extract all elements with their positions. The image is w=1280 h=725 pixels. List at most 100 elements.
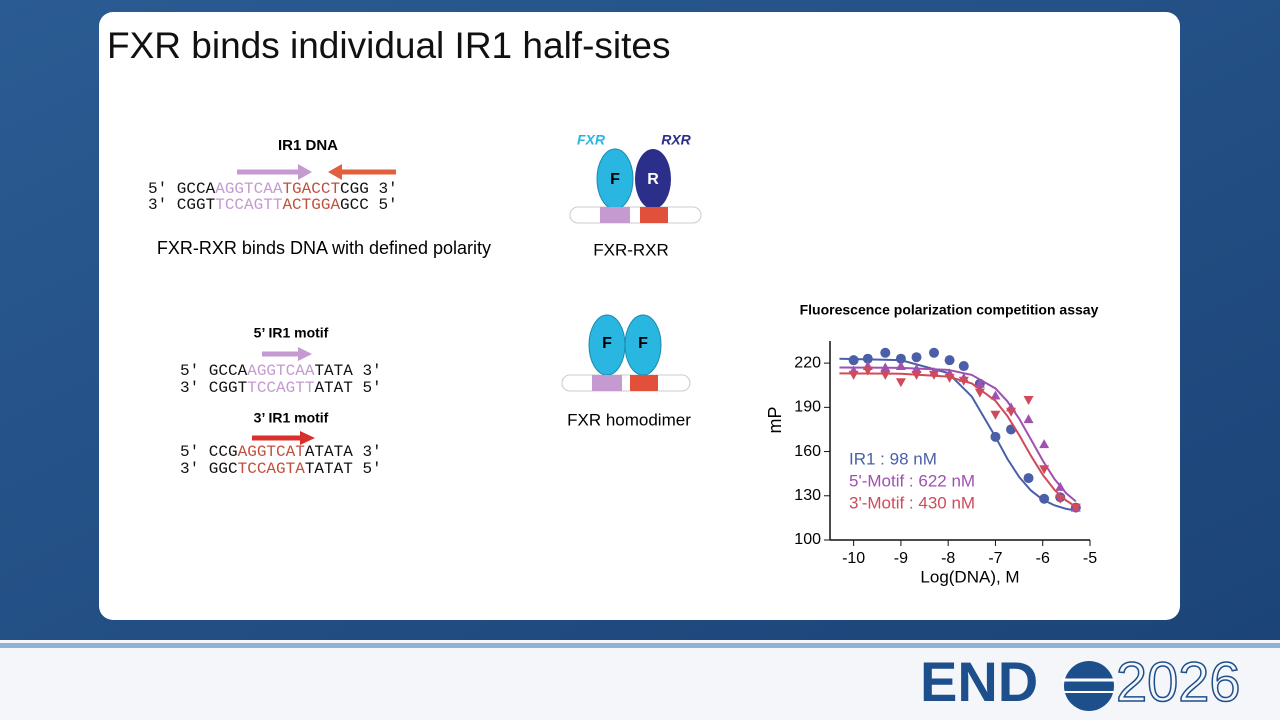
data-point (944, 373, 955, 383)
data-point (944, 355, 955, 366)
sequence-segment: 3′ CGGT (180, 379, 247, 397)
sequence: 5′ GCCAAGGTCAATGACCTCGG 3′ (148, 180, 398, 198)
sequence-segment: 5′ GCCA (180, 362, 248, 380)
data-point (1070, 503, 1081, 513)
data-point (895, 353, 906, 364)
y-axis-label: mP (765, 407, 785, 434)
sequence-segment: ATAT 5′ (314, 379, 381, 397)
logo-globe (1064, 661, 1114, 711)
data-point (848, 370, 859, 380)
ir1-label: IR1 DNA (278, 137, 338, 154)
data-point (895, 378, 906, 388)
arrow-head (328, 164, 342, 180)
data-point (862, 366, 873, 376)
data-point (862, 353, 873, 364)
sequence: 5′ GCCAAGGTCAATATA 3′ (180, 362, 382, 380)
logo-text: END (920, 650, 1038, 713)
legend-entry: 5'-Motif : 622 nM (849, 471, 975, 490)
x-tick-label: -5 (1083, 550, 1097, 567)
legend-entry: IR1 : 98 nM (849, 449, 937, 468)
sequence-segment: TCCAGTT (215, 196, 282, 214)
arrow-head (298, 164, 312, 180)
x-tick-label: -7 (988, 550, 1002, 567)
sequence: 3′ CGGTTCCAGTTACTGGAGCC 5′ (148, 196, 398, 214)
caption: FXR-RXR (593, 240, 669, 259)
sequence-segment: TGACCT (282, 180, 340, 198)
y-tick-label: 220 (794, 354, 821, 371)
x-tick-label: -8 (941, 550, 955, 567)
data-point (1039, 439, 1050, 449)
data-point (1055, 494, 1066, 504)
rxr-domain (635, 149, 671, 209)
sequence-segment: CGG 3′ (340, 180, 398, 198)
domain-letter: F (638, 335, 648, 352)
half-site (592, 375, 622, 391)
sequence-segment: TCCAGTA (238, 460, 306, 478)
half-site (640, 207, 668, 223)
sequence-segment: 5′ CCG (180, 443, 238, 461)
sequence-segment: ATATA 3′ (305, 443, 382, 461)
x-axis-label: Log(DNA), M (920, 567, 1019, 586)
data-point (880, 347, 891, 358)
x-tick-label: -6 (1036, 550, 1050, 567)
arrow-head (298, 347, 312, 361)
sequence-segment: ACTGGA (282, 196, 340, 214)
data-point (1023, 473, 1034, 484)
data-point (958, 361, 969, 372)
sequence-segment: TCCAGTT (247, 379, 314, 397)
sequence-segment: 5′ GCCA (148, 180, 216, 198)
data-point (958, 376, 969, 386)
data-point (990, 410, 1001, 420)
sequence-segment: GCC 5′ (340, 196, 398, 214)
caption: FXR homodimer (567, 410, 691, 429)
sequence-segment: 3′ CGGT (148, 196, 215, 214)
sequence: 3′ GGCTCCAGTATATAT 5′ (180, 460, 382, 478)
sequence-segment: TATA 3′ (314, 362, 381, 380)
sequence: 3′ CGGTTCCAGTTATAT 5′ (180, 379, 382, 397)
legend-entry: 3'-Motif : 430 nM (849, 493, 975, 512)
chart: Fluorescence polarization competition as… (765, 302, 1099, 587)
x-tick-label: -10 (842, 550, 865, 567)
data-point (1039, 465, 1050, 475)
data-point (911, 364, 922, 374)
protein-label: RXR (661, 132, 691, 148)
fit-curve (839, 357, 1076, 512)
motif-label: 3’ IR1 motif (254, 410, 329, 426)
y-tick-label: 160 (794, 443, 821, 460)
data-point (895, 361, 906, 371)
arrow-head (300, 431, 315, 445)
x-tick-label: -9 (894, 550, 908, 567)
data-point (1055, 481, 1066, 491)
data-point (1039, 493, 1050, 504)
footer-rule (0, 643, 1280, 648)
data-point (1023, 395, 1034, 405)
y-tick-label: 130 (794, 487, 821, 504)
sequence-segment: AGGTCAT (238, 443, 305, 461)
data-point (929, 370, 939, 380)
fit-curve (839, 372, 1077, 508)
chart-title: Fluorescence polarization competition as… (800, 302, 1099, 318)
dna-bar (561, 374, 691, 392)
data-point (848, 355, 859, 366)
dna-bar (569, 206, 702, 224)
data-point (990, 390, 1001, 400)
data-point (1023, 414, 1034, 424)
domain-letter: F (610, 171, 620, 188)
slide-title: FXR binds individual IR1 half-sites (107, 25, 670, 66)
data-point (929, 347, 939, 358)
sequence-segment: AGGTCAA (215, 180, 283, 198)
sequence-segment: TATAT 5′ (305, 460, 382, 478)
sequence: 5′ CCGAGGTCATATATA 3′ (180, 443, 382, 461)
data-point (911, 352, 922, 363)
data-point (974, 378, 985, 388)
y-tick-label: 190 (794, 399, 821, 416)
data-point (1006, 407, 1017, 417)
sequence-segment: AGGTCAA (247, 362, 315, 380)
caption: FXR-RXR binds DNA with defined polarity (157, 238, 491, 258)
data-point (880, 362, 891, 372)
logo-year: 2026 (1116, 650, 1241, 713)
data-point (974, 388, 985, 398)
sequence-segment: 3′ GGC (180, 460, 238, 478)
domain-letter: F (602, 335, 612, 352)
